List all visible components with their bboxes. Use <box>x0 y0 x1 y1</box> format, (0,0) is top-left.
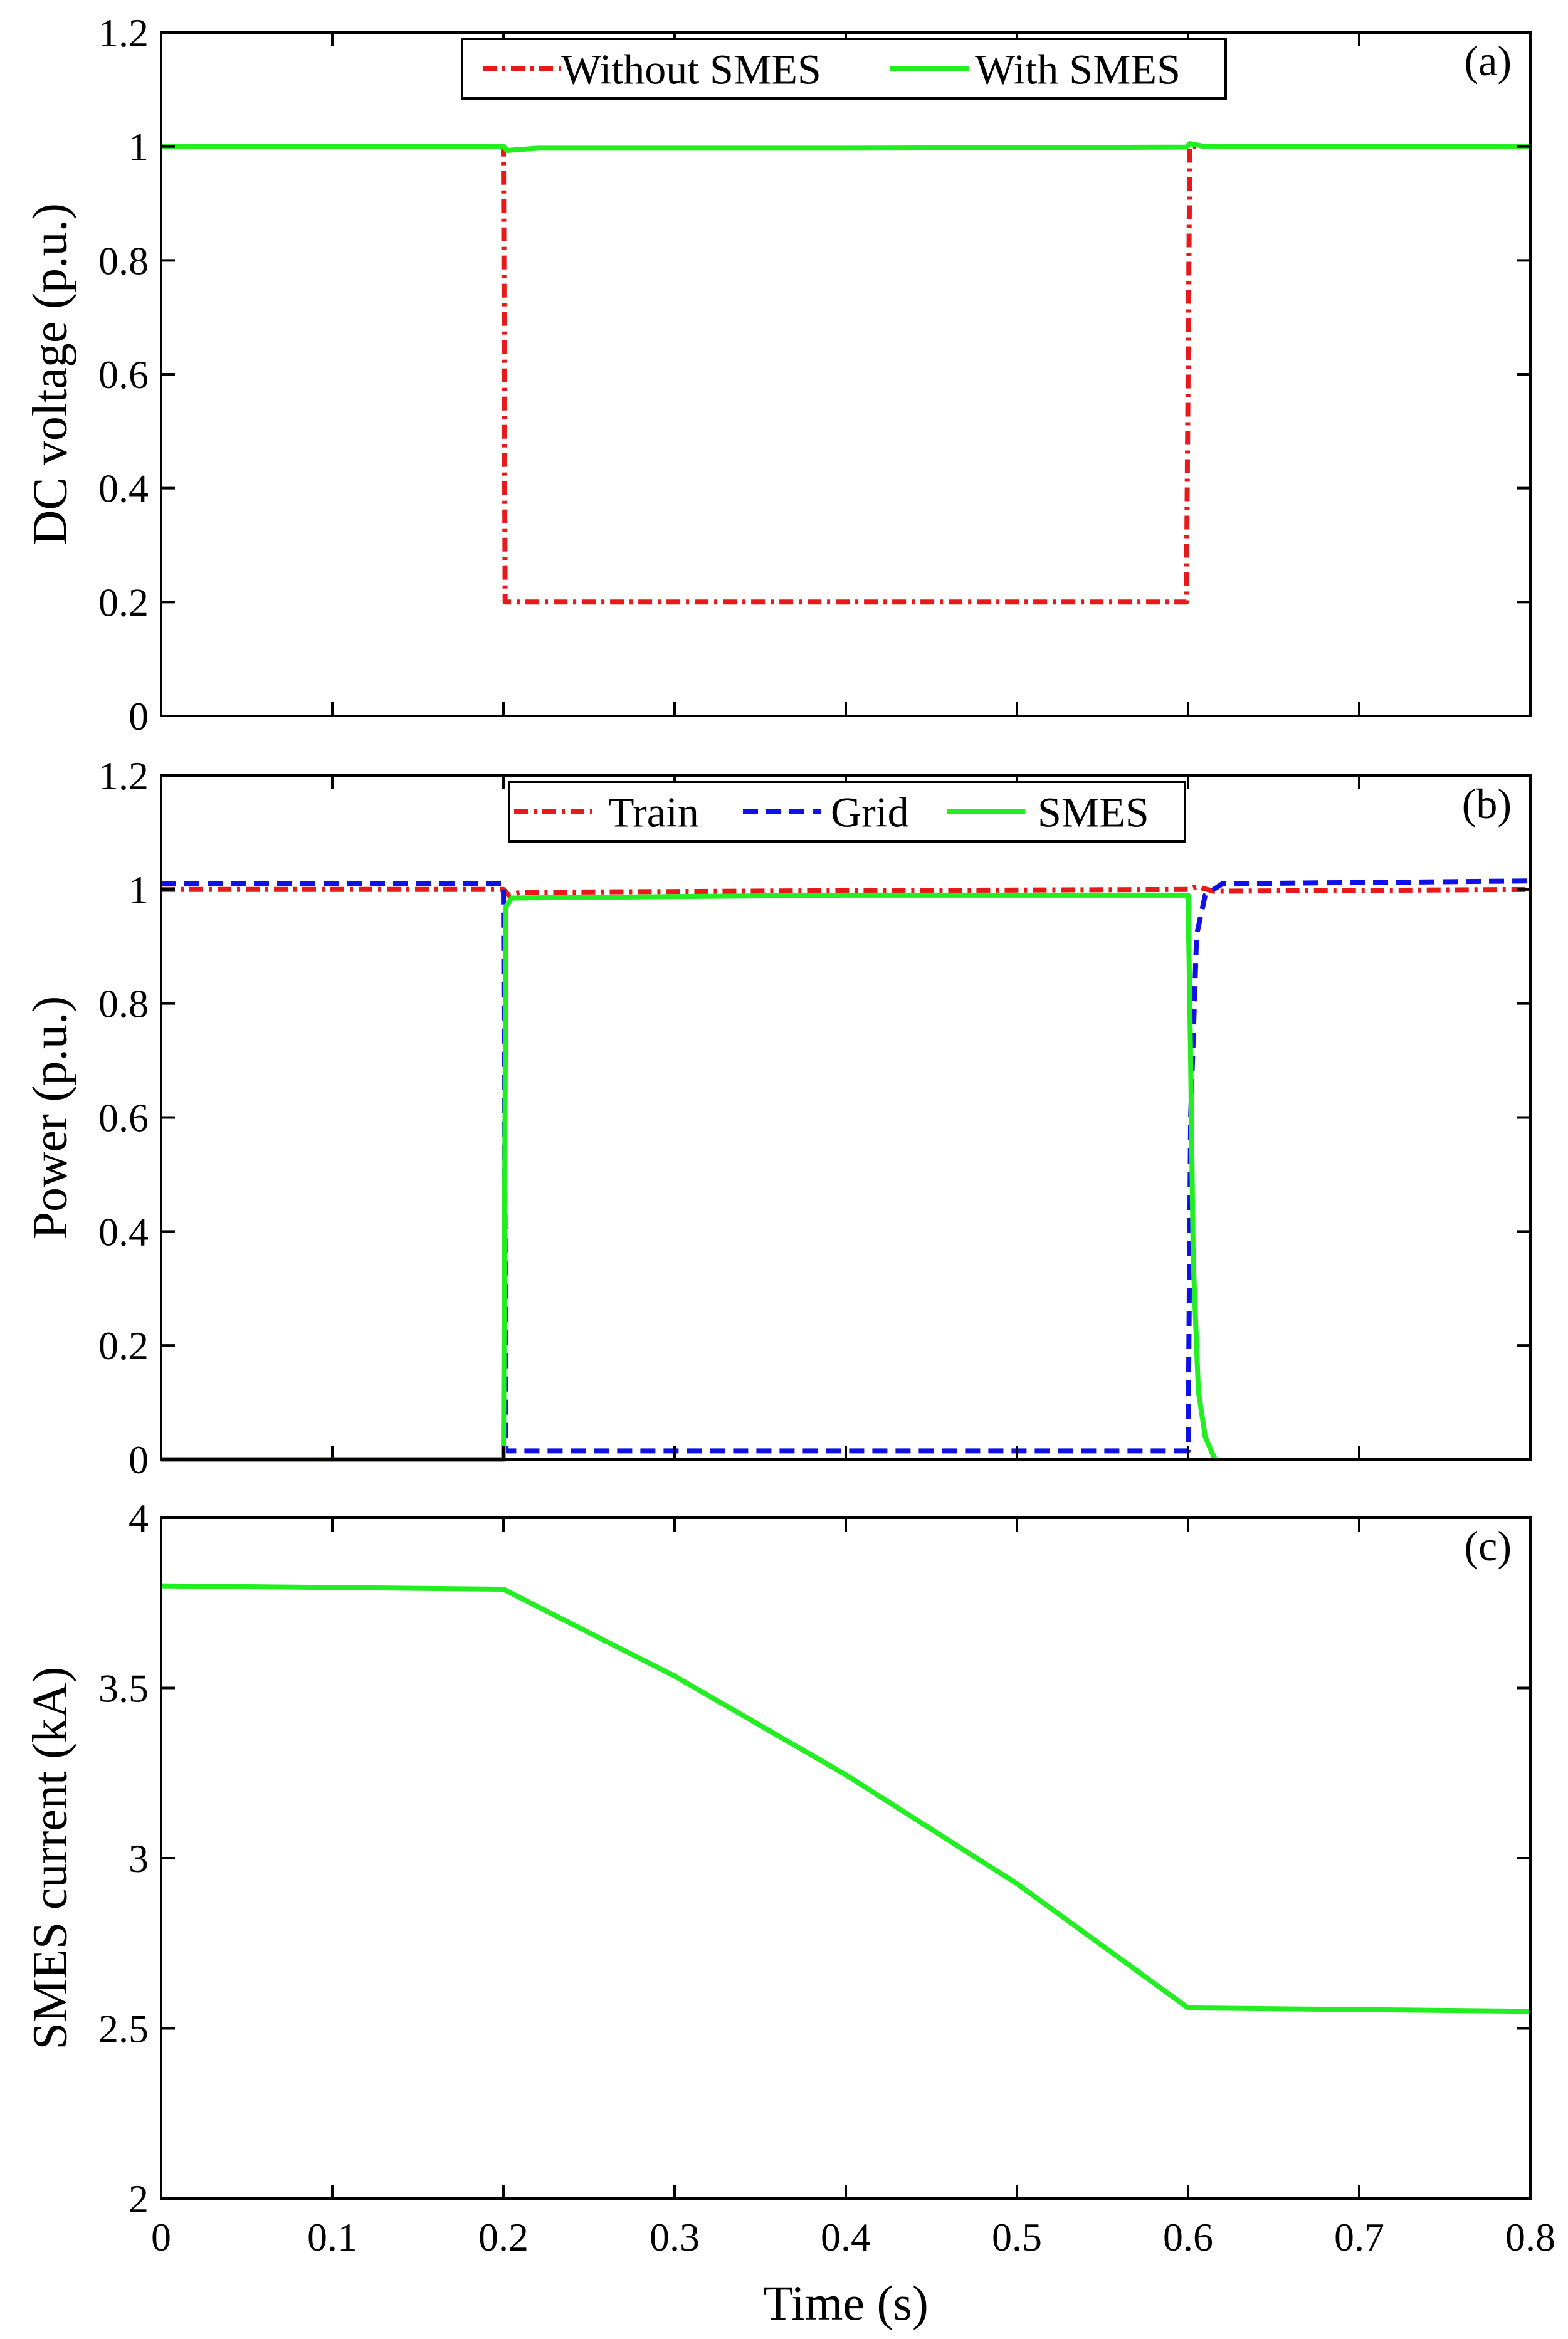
panel-c-ytick-label: 3.5 <box>98 1666 149 1711</box>
panel-a-ytick-label: 0.2 <box>98 580 149 624</box>
panel-a-ytick-label: 0.4 <box>98 466 149 511</box>
panel-b-ytick-label: 0.2 <box>98 1323 149 1368</box>
panel-c-ticks: 2 2.5 3 3.5 4 <box>98 1496 1532 2221</box>
legend-with-smes-label: With SMES <box>975 46 1181 93</box>
panel-b-ytick-label: 0.4 <box>98 1209 149 1254</box>
panel-a-ytick-label: 0.8 <box>98 238 149 283</box>
panel-a: 00.20.40.60.811.2 DC voltage (p.u.) (a) … <box>22 11 1532 738</box>
panel-b-series-grid <box>161 878 1531 1454</box>
panel-c-frame <box>160 1516 1532 2200</box>
panel-c-ylabel: SMES current (kA) <box>22 1667 76 2050</box>
panel-b-legend-box <box>508 781 1186 843</box>
x-tick-label: 0.7 <box>1334 2215 1384 2259</box>
panel-a-legend-box <box>461 38 1227 100</box>
x-tick-label: 0.5 <box>992 2215 1042 2259</box>
legend-without-smes-label: Without SMES <box>561 46 821 93</box>
panel-a-series <box>161 141 1530 605</box>
panel-b-tag: (b) <box>1462 780 1512 828</box>
panel-a-ytick-label: 1 <box>129 125 149 169</box>
panel-c-ytick-label: 2 <box>129 2177 149 2221</box>
panel-a-frame <box>160 31 1532 717</box>
legend-smes-label: SMES <box>1038 789 1149 836</box>
panel-a-ytick-label: 0.6 <box>98 352 149 397</box>
panel-a-ticks: 0 0.2 0.4 0.6 0.8 1 1.2 <box>98 11 1532 738</box>
panel-b-ytick-label: 0.8 <box>98 982 149 1026</box>
panel-a-ytick-label: 0 <box>129 694 149 738</box>
panel-c-series-line-0 <box>160 1583 1531 2014</box>
x-axis-label: Time (s) <box>763 2276 929 2330</box>
panel-c-ytick-label: 3 <box>129 1836 149 1881</box>
x-tick-labels: 0 0.1 0.2 0.3 0.4 0.5 0.6 0.7 0.8 <box>151 2215 1555 2259</box>
panel-b: 0 0.2 0.4 0.6 0.8 1 1.2 Power (p.u.) (b) Train… <box>22 754 1532 1482</box>
legend-grid-label: Grid <box>831 789 909 836</box>
panel-c-tag: (c) <box>1465 1522 1512 1570</box>
x-tick-label: 0.2 <box>478 2215 529 2259</box>
panel-a-tag: (a) <box>1465 37 1512 85</box>
x-tick-label: 0.4 <box>821 2215 871 2259</box>
x-tick-label: 0.3 <box>650 2215 700 2259</box>
panel-b-ylabel: Power (p.u.) <box>22 996 76 1239</box>
panel-c-ytick-label: 4 <box>129 1496 149 1540</box>
x-tick-label: 0.1 <box>307 2215 357 2259</box>
panel-a-ylabel: DC voltage (p.u.) <box>22 203 76 545</box>
panel-b-frame <box>160 774 1532 1461</box>
panel-b-ytick-label: 0.6 <box>98 1096 149 1140</box>
panel-b-ytick-label: 0 <box>129 1438 149 1482</box>
panel-b-legend: Train Grid SMES <box>508 781 1186 843</box>
x-tick-label: 0.6 <box>1163 2215 1213 2259</box>
panel-b-ytick-label: 1 <box>129 868 149 912</box>
legend-train-label: Train <box>608 789 699 836</box>
x-tick-label: 0 <box>151 2215 171 2259</box>
panel-c-series <box>160 1583 1531 2014</box>
panel-a-legend: Without SMES With SMES <box>461 38 1227 100</box>
panel-b-series-smes <box>161 892 1218 1462</box>
panel-c: 2 2.5 3 3.5 4 SMES current (kA) (c) <box>22 1496 1532 2221</box>
panel-a-series-with-smes <box>161 141 1530 153</box>
x-tick-label: 0.8 <box>1505 2215 1555 2259</box>
panel-a-ytick-label: 1.2 <box>98 11 149 55</box>
panel-b-ytick-label: 1.2 <box>98 754 149 798</box>
panel-b-series <box>161 878 1531 1462</box>
panel-c-ytick-label: 2.5 <box>98 2007 149 2051</box>
